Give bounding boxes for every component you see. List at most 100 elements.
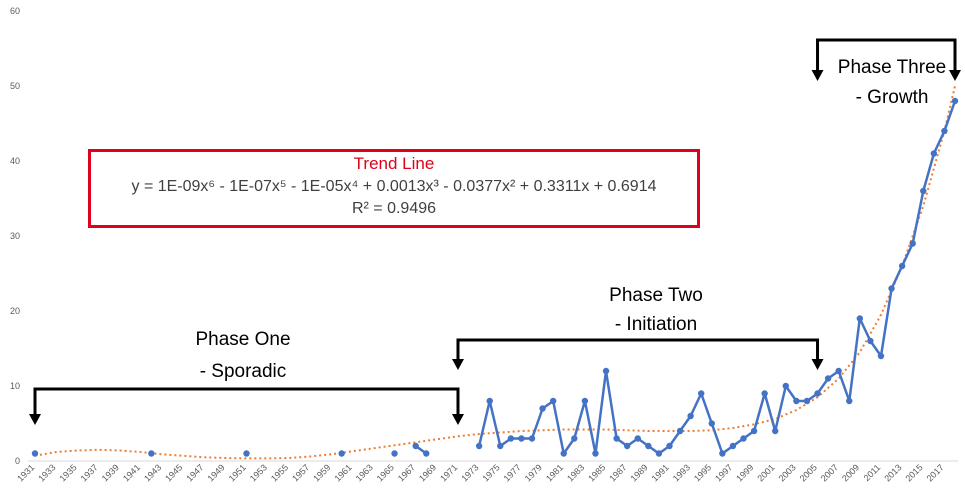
data-point: [560, 450, 567, 457]
x-tick-label: 1975: [480, 462, 501, 483]
x-tick-label: 1973: [459, 462, 480, 483]
x-tick-label: 2007: [819, 462, 840, 483]
x-tick-label: 1999: [734, 462, 755, 483]
data-point: [338, 450, 345, 457]
trendline-box-title: Trend Line: [353, 154, 435, 173]
x-tick-label: 2003: [777, 462, 798, 483]
data-point: [729, 442, 737, 450]
phase-three-bracket: [811, 38, 961, 81]
data-point: [243, 450, 250, 457]
data-point: [941, 127, 948, 135]
x-tick-label: 1985: [586, 462, 607, 483]
data-point: [475, 442, 483, 450]
data-point: [391, 450, 398, 457]
data-point: [423, 450, 430, 457]
x-tick-label: 1953: [248, 462, 269, 483]
data-point: [528, 435, 536, 442]
x-tick-label: 1983: [565, 462, 586, 483]
data-point: [951, 97, 959, 105]
series-markers: [31, 97, 959, 457]
x-tick-label: 1935: [57, 462, 78, 483]
data-point: [920, 187, 927, 195]
phase-two-bracket: [451, 338, 824, 370]
data-point: [909, 240, 916, 247]
data-point: [698, 390, 705, 397]
data-point: [549, 397, 557, 405]
data-point: [824, 375, 832, 382]
x-tick-label: 1981: [544, 462, 565, 483]
data-point: [581, 397, 589, 405]
y-tick-label: 40: [10, 156, 20, 166]
data-point: [507, 435, 515, 442]
x-tick-label: 1967: [396, 462, 417, 483]
data-point: [518, 435, 525, 442]
data-point: [930, 150, 938, 157]
x-tick-label: 2017: [925, 462, 946, 483]
y-tick-label: 60: [10, 6, 20, 16]
x-tick-label: 1971: [438, 462, 459, 483]
data-point: [31, 450, 39, 457]
data-point: [486, 397, 493, 405]
data-point: [719, 450, 726, 457]
data-point: [888, 285, 895, 292]
x-tick-label: 1997: [713, 462, 734, 483]
phase-two-label: Phase Two: [609, 285, 703, 306]
data-point: [592, 450, 599, 457]
phase-one-bracket: [29, 387, 464, 425]
x-tick-label: 1937: [79, 462, 100, 483]
x-tick-label: 1961: [332, 462, 353, 483]
trendline-r-squared: R² = 0.9496: [351, 200, 437, 217]
x-tick-label: 1955: [269, 462, 290, 483]
x-tick-label: 1979: [523, 462, 544, 483]
x-tick-label: 1947: [184, 462, 205, 483]
y-tick-label: 10: [10, 381, 20, 391]
data-point: [740, 435, 747, 442]
data-point: [666, 442, 673, 450]
x-tick-label: 2011: [862, 462, 883, 483]
data-point: [539, 405, 546, 412]
data-point: [803, 397, 811, 405]
data-point: [835, 367, 842, 375]
x-tick-label: 2009: [840, 462, 861, 483]
y-tick-label: 0: [15, 456, 20, 466]
x-tick-label: 1941: [121, 462, 142, 483]
data-point: [877, 352, 885, 360]
x-tick-label: 1951: [227, 462, 248, 483]
x-tick-label: 1939: [100, 462, 121, 483]
x-tick-label: 1945: [163, 462, 184, 483]
data-point: [602, 367, 610, 375]
data-point: [571, 435, 578, 442]
x-tick-label: 1949: [206, 462, 227, 483]
phase-three-sublabel: - Growth: [856, 87, 929, 108]
data-point: [793, 397, 800, 405]
data-point: [761, 390, 768, 397]
x-tick-label: 2013: [882, 462, 903, 483]
x-tick-label: 1957: [290, 462, 311, 483]
y-tick-label: 30: [10, 231, 20, 241]
phase-one-label: Phase One: [195, 329, 290, 350]
x-tick-label: 1991: [650, 462, 671, 483]
x-tick-label: 2015: [903, 462, 924, 483]
y-tick-label: 20: [10, 306, 20, 316]
phase-one-sublabel: - Sporadic: [200, 361, 287, 382]
data-point: [772, 427, 779, 435]
data-point: [676, 427, 684, 435]
data-point: [623, 442, 631, 450]
data-point: [898, 262, 906, 270]
data-point: [655, 450, 663, 457]
x-tick-label: 1993: [671, 462, 692, 483]
y-axis-ticks: 0 10 20 30 40 50 60: [10, 6, 20, 466]
data-point: [634, 435, 641, 442]
phase-brackets: [29, 38, 961, 425]
data-point: [687, 412, 694, 420]
x-tick-label: 1969: [417, 462, 438, 483]
data-point: [867, 337, 874, 345]
data-point: [148, 450, 155, 457]
x-tick-label: 2005: [798, 462, 819, 483]
trendline-box: Trend Line y = 1E-09x⁶ - 1E-07x⁵ - 1E-05…: [88, 149, 700, 228]
data-point: [497, 442, 504, 450]
x-tick-label: 1959: [311, 462, 332, 483]
trendline: [34, 85, 956, 460]
x-tick-label: 1933: [36, 462, 57, 483]
